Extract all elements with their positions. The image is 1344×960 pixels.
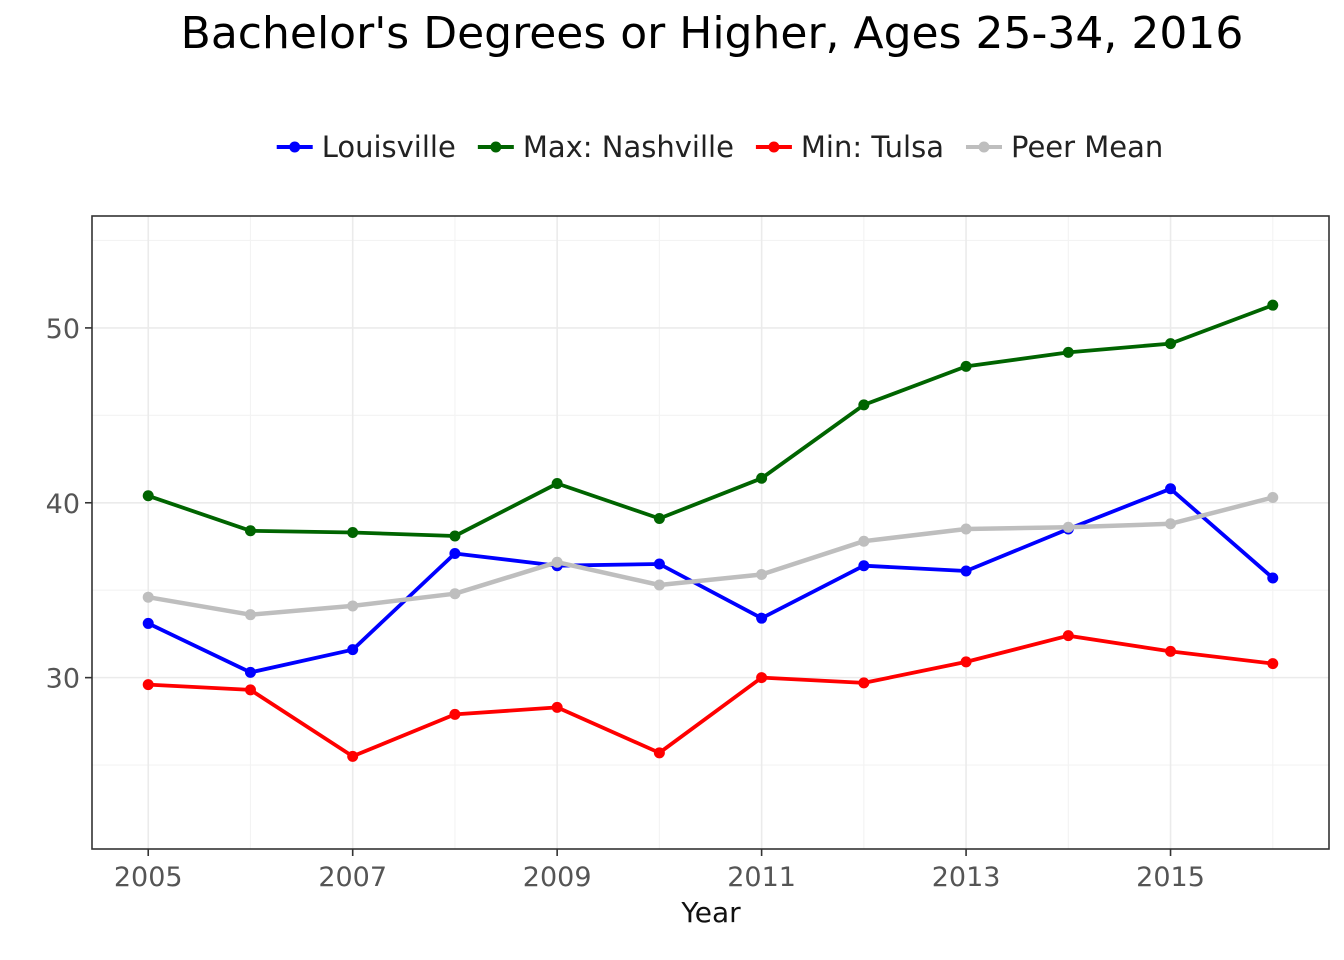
data-point — [449, 547, 461, 559]
data-point — [449, 530, 461, 542]
legend-swatch-point — [289, 141, 301, 153]
series-max-nashville — [142, 299, 1279, 542]
data-point — [347, 750, 359, 762]
legend-swatch-point — [490, 141, 502, 153]
data-point — [551, 478, 563, 490]
series-louisville — [142, 483, 1279, 678]
data-point — [756, 612, 768, 624]
legend-label: Louisville — [322, 130, 456, 164]
data-point — [244, 684, 256, 696]
data-point — [1267, 299, 1279, 311]
data-point — [142, 591, 154, 603]
series-line — [146, 303, 1275, 538]
legend-swatch-point — [978, 141, 990, 153]
data-point — [142, 679, 154, 691]
data-point — [551, 701, 563, 713]
legend-item: Max: Nashville — [477, 130, 734, 164]
data-point — [858, 560, 870, 572]
x-tick-label: 2005 — [114, 862, 183, 893]
data-point — [960, 360, 972, 372]
data-point — [551, 556, 563, 568]
legend: Louisville Max: Nashville Min: Tulsa Peer M… — [276, 130, 1163, 164]
data-point — [653, 513, 665, 525]
legend-item: Min: Tulsa — [755, 130, 944, 164]
x-axis-title: Year — [680, 896, 741, 929]
x-tick-label: 2011 — [727, 862, 796, 893]
legend-label: Max: Nashville — [523, 130, 734, 164]
x-tick-label: 2007 — [318, 862, 387, 893]
series-line — [146, 633, 1275, 759]
data-point — [858, 399, 870, 411]
data-point — [449, 708, 461, 720]
data-point — [244, 525, 256, 537]
y-tick-label: 30 — [46, 664, 80, 695]
data-point — [244, 609, 256, 621]
x-axis: 2005 2007 2009 2011 2013 2015 — [114, 849, 1205, 893]
data-point — [756, 472, 768, 484]
data-point — [347, 600, 359, 612]
x-tick-label: 2009 — [523, 862, 592, 893]
y-tick-label: 40 — [46, 489, 80, 520]
data-point — [756, 568, 768, 580]
legend-swatch-point — [768, 141, 780, 153]
data-point — [1165, 518, 1177, 530]
y-tick-label: 50 — [46, 314, 80, 345]
plot-panel-border — [91, 215, 1330, 850]
data-point — [347, 644, 359, 656]
legend-item: Peer Mean — [965, 130, 1163, 164]
data-point — [858, 677, 870, 689]
data-point — [1267, 492, 1279, 504]
data-point — [1165, 483, 1177, 495]
data-point — [1062, 630, 1074, 642]
data-point — [756, 672, 768, 684]
data-point — [653, 558, 665, 570]
data-point — [449, 588, 461, 600]
x-tick-label: 2013 — [932, 862, 1001, 893]
data-point — [1165, 645, 1177, 657]
data-point — [142, 490, 154, 502]
legend-label: Peer Mean — [1011, 130, 1163, 164]
series-layer — [142, 299, 1279, 762]
data-point — [960, 565, 972, 577]
chart-title: Bachelor's Degrees or Higher, Ages 25-34… — [181, 8, 1244, 59]
data-point — [960, 656, 972, 668]
data-point — [1062, 346, 1074, 358]
data-point — [142, 617, 154, 629]
data-point — [858, 535, 870, 547]
data-point — [347, 527, 359, 538]
series-min-tulsa — [142, 630, 1279, 762]
x-tick-label: 2015 — [1136, 862, 1205, 893]
y-axis: 30 40 50 — [46, 314, 92, 695]
series-line — [145, 495, 1276, 617]
data-point — [244, 666, 256, 678]
series-peer-mean — [142, 492, 1279, 621]
legend-item: Louisville — [276, 130, 456, 164]
data-point — [960, 523, 972, 535]
data-point — [1267, 658, 1279, 670]
data-point — [1165, 338, 1177, 350]
data-point — [1062, 521, 1074, 533]
data-point — [653, 579, 665, 591]
series-line — [146, 486, 1275, 675]
data-point — [1267, 572, 1279, 584]
legend-label: Min: Tulsa — [801, 130, 944, 164]
data-point — [653, 747, 665, 759]
